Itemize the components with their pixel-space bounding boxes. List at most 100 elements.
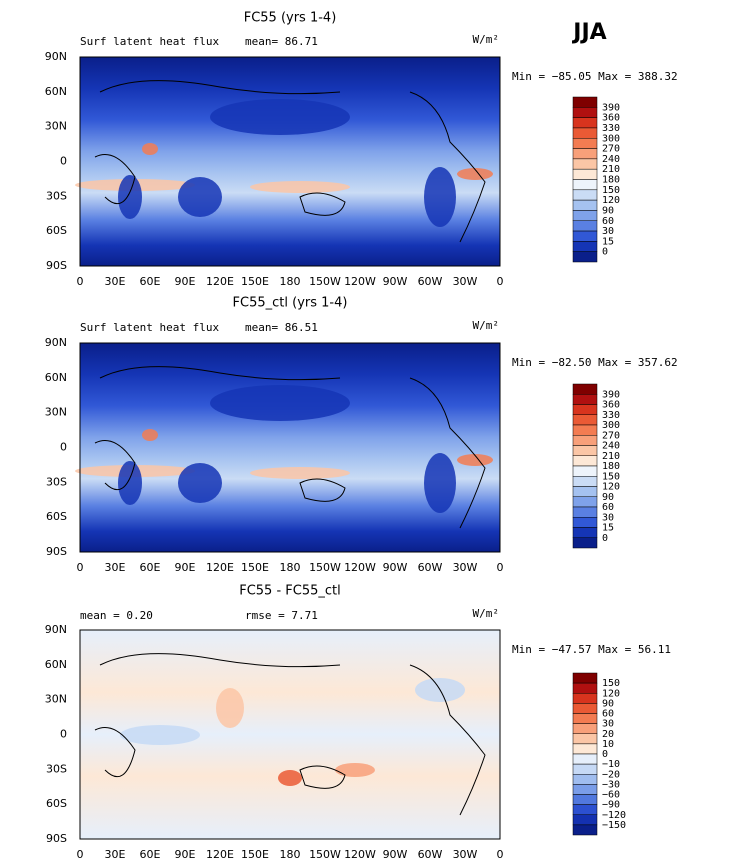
lat-label: 90N [45,50,67,63]
colorbar-box [572,496,598,508]
colorbar-label: 330 [602,123,620,134]
colorbar-box [572,672,598,684]
colorbar-label: −60 [602,790,620,801]
colorbar-label: 120 [602,688,620,699]
lon-label: 30W [453,848,478,861]
panel-units: W/m² [473,33,500,46]
colorbar-label: 0 [602,247,608,258]
colorbar-label: 60 [602,216,614,227]
colorbar-box [572,445,598,456]
colorbar-box [572,230,598,242]
field-feature [278,770,302,786]
colorbar-label: 240 [602,441,620,452]
panel-title: FC55_ctl (yrs 1-4) [233,296,348,311]
lon-label: 60W [418,275,443,288]
panel-center-label: mean= 86.71 [245,35,318,48]
lat-label: 30N [45,120,67,133]
field-feature [250,467,350,479]
colorbar-box [572,703,598,714]
lon-label: 30W [453,275,478,288]
lon-label: 60W [418,848,443,861]
colorbar-box [572,404,598,415]
lat-label: 0 [60,441,67,454]
colorbar-box [572,693,598,704]
colorbar-box [572,743,598,755]
colorbar-box [572,220,598,232]
colorbar-label: −120 [602,810,626,821]
colorbar-box [572,383,598,395]
lon-label: 90E [175,275,196,288]
lon-label: 180 [280,561,301,574]
colorbar-box [572,774,598,785]
lon-label: 150E [241,848,269,861]
colorbar-label: 270 [602,430,620,441]
colorbar-box [572,763,598,775]
colorbar-label: 150 [602,678,620,689]
colorbar-box [572,241,598,252]
lon-label: 120E [206,848,234,861]
colorbar-box [572,537,598,549]
colorbar-box [572,814,598,826]
lon-label: 60W [418,561,443,574]
field-feature [142,429,158,441]
colorbar-label: 270 [602,144,620,155]
lon-label: 30E [105,275,126,288]
colorbar-box [572,168,598,180]
field-feature [210,385,350,421]
coastline [94,653,486,816]
field-feature [178,463,222,503]
panel-center-label: rmse = 7.71 [245,609,318,622]
colorbar-label: 0 [602,533,608,544]
panel-units: W/m² [473,607,500,620]
lon-label: 0 [77,275,84,288]
colorbar-box [572,210,598,221]
lon-label: 60E [140,275,161,288]
min-max: Min = −85.05 Max = 388.32 [512,70,678,83]
colorbar-box [572,476,598,487]
colorbar-box [572,486,598,497]
field-feature [178,177,222,217]
colorbar-box [572,117,598,129]
colorbar-box [572,127,598,139]
colorbar-label: 30 [602,226,614,237]
colorbar-box [572,394,598,405]
figure-title: JJA [571,20,606,45]
field-feature [216,688,244,728]
lat-label: 60S [46,510,67,523]
colorbar-box [572,158,598,170]
field-feature [424,453,456,513]
panel-left-label: Surf latent heat flux [80,321,219,334]
lon-label: 0 [497,848,504,861]
field-feature [424,167,456,227]
lon-label: 0 [497,275,504,288]
lon-label: 30E [105,848,126,861]
colorbar-box [572,199,598,211]
lat-label: 60N [45,658,67,671]
colorbar-box [572,784,598,795]
lon-label: 120W [344,275,376,288]
lat-label: 30N [45,693,67,706]
lon-label: 0 [77,561,84,574]
colorbar-label: 390 [602,102,620,113]
lon-label: 180 [280,275,301,288]
colorbar-label: 120 [602,482,620,493]
lon-label: 60E [140,561,161,574]
lat-label: 30S [46,475,67,488]
colorbar-label: 20 [602,729,614,740]
colorbar-label: 150 [602,185,620,196]
lat-label: 30S [46,762,67,775]
lon-label: 90E [175,561,196,574]
colorbar-label: 30 [602,719,614,730]
lon-label: 90W [383,848,408,861]
field-feature [335,763,375,777]
panel-title: FC55 - FC55_ctl [239,584,341,599]
lon-label: 90W [383,275,408,288]
panel-left-label: mean = 0.20 [80,609,153,622]
lat-label: 90S [46,545,67,558]
colorbar-box [572,527,598,538]
lat-label: 30N [45,406,67,419]
colorbar-box [572,682,598,694]
colorbar-label: −20 [602,769,620,780]
colorbar-label: 300 [602,133,620,144]
map-frame [79,629,501,840]
